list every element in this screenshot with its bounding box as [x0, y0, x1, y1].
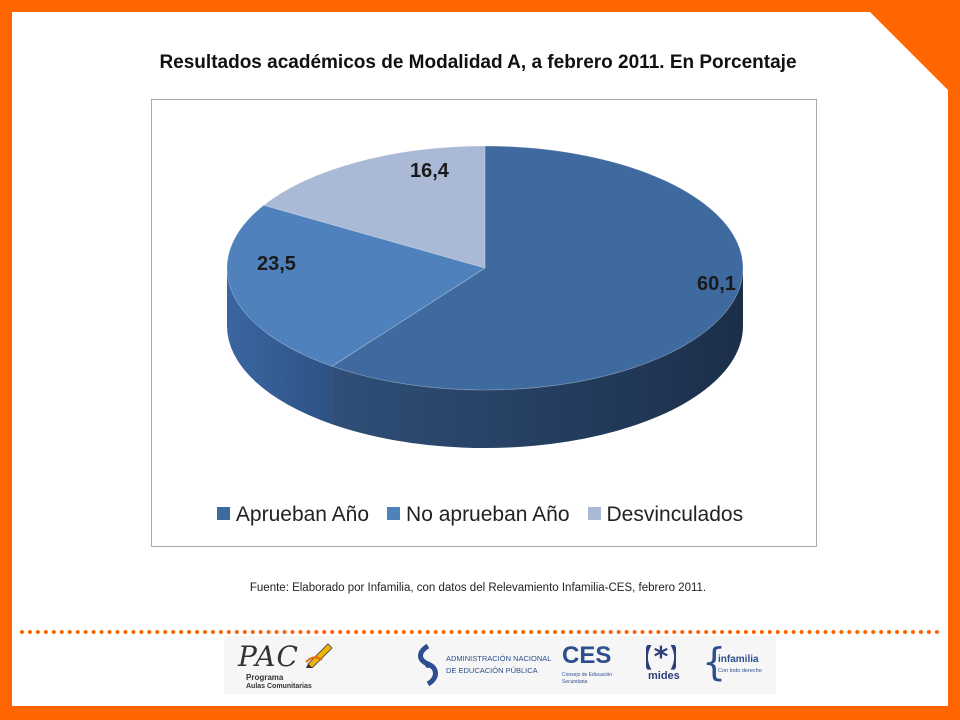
ces-logo-line1: Consejo de Educación: [562, 672, 613, 678]
infamilia-logo-tagline: Con todo derecho: [718, 668, 762, 674]
pie-labels: 60,1 23,5 16,4: [257, 160, 736, 295]
chart-title: Resultados académicos de Modalidad A, a …: [159, 52, 797, 73]
mides-asterisk-icon: (*): [646, 642, 676, 670]
pac-logo-line1: Programa: [246, 673, 284, 682]
pie-slice-no-aprueban-año: [226, 204, 486, 367]
legend: Aprueban Año No aprueban Año Desvinculados: [0, 503, 960, 527]
pac-logo-line2: Aulas Comunitarias: [246, 683, 312, 690]
ces-logo: CES Consejo de Educación Secundaria: [562, 642, 622, 688]
anep-emblem-icon: [418, 644, 438, 686]
legend-swatch: [387, 506, 401, 520]
svg-text:(*): (*): [646, 642, 676, 670]
anep-logo: ADMINISTRACIÓN NACIONAL DE EDUCACIÓN PÚB…: [414, 642, 554, 688]
dotted-divider: [20, 630, 940, 634]
mides-logo-name: mides: [648, 670, 680, 682]
pac-logo: PAC Programa Aulas Comunitarias: [232, 638, 342, 692]
pac-logo-name: PAC: [238, 640, 299, 673]
pie-label-desvinculados: 16,4: [410, 160, 450, 182]
source-note: Fuente: Elaborado por Infamilia, con dat…: [249, 582, 707, 594]
legend-label: Desvinculados: [606, 503, 744, 526]
pie-tops: [226, 145, 744, 391]
logo-strip: PAC Programa Aulas Comunitarias ADMINIST…: [224, 636, 776, 694]
brace-icon: {: [702, 640, 727, 684]
pie-sides: [227, 268, 743, 449]
pie-side-aprueban-año: [332, 268, 743, 449]
legend-item-desvinculados: Desvinculados: [587, 503, 744, 527]
legend-label: No aprueban Año: [406, 503, 570, 526]
mides-logo: (*) mides: [636, 642, 686, 688]
legend-item-no-aprueban-año: No aprueban Año: [387, 503, 570, 527]
legend-label: Aprueban Año: [235, 503, 370, 526]
ces-logo-name: CES: [562, 642, 612, 669]
legend-item-aprueban-año: Aprueban Año: [216, 503, 370, 527]
pie-label-aprueban-año: 60,1: [697, 273, 736, 295]
pie-label-no-aprueban-año: 23,5: [257, 253, 296, 275]
pie-side-no-aprueban-año: [227, 268, 333, 425]
legend-swatch: [216, 506, 230, 520]
slide-corner-cut: [870, 12, 948, 90]
legend-swatch: [587, 506, 601, 520]
infamilia-logo-name: infamilia: [718, 654, 759, 665]
ces-logo-line2: Secundaria: [562, 679, 588, 685]
anep-logo-line1: ADMINISTRACIÓN NACIONAL: [446, 654, 552, 663]
pie-slice-aprueban-año: [331, 145, 744, 391]
pencil-icon: [305, 643, 333, 668]
anep-logo-line2: DE EDUCACIÓN PÚBLICA: [446, 666, 538, 675]
infamilia-logo: { infamilia Con todo derecho: [702, 640, 774, 686]
pie-slice-desvinculados: [262, 145, 486, 269]
